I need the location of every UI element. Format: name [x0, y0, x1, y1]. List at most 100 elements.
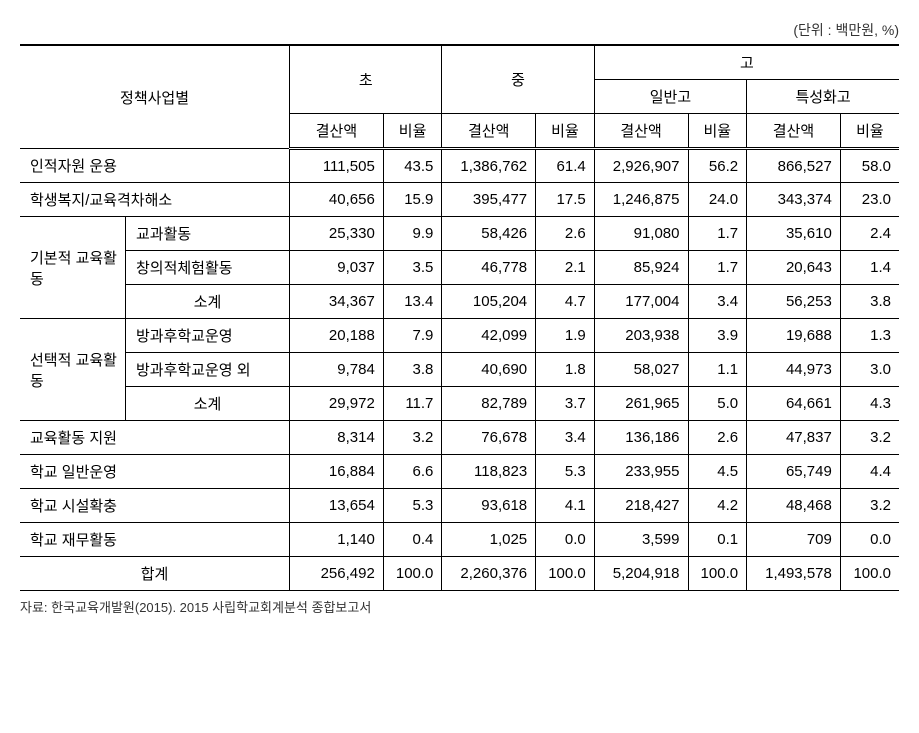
cell-amount: 1,246,875 — [594, 183, 688, 217]
cell-ratio: 5.3 — [536, 455, 595, 489]
cell-amount: 40,690 — [442, 353, 536, 387]
row-label: 인적자원 운용 — [20, 149, 290, 183]
footnote: 자료: 한국교육개발원(2015). 2015 사립학교회계분석 종합보고서 — [20, 597, 899, 616]
row-label: 교과활동 — [125, 217, 289, 251]
cell-amount: 1,493,578 — [747, 557, 841, 591]
cell-amount: 343,374 — [747, 183, 841, 217]
cell-ratio: 100.0 — [383, 557, 442, 591]
header-amount: 결산액 — [442, 114, 536, 149]
cell-amount: 13,654 — [290, 489, 384, 523]
cell-amount: 2,926,907 — [594, 149, 688, 183]
cell-amount: 58,027 — [594, 353, 688, 387]
cell-amount: 9,784 — [290, 353, 384, 387]
cell-ratio: 7.9 — [383, 319, 442, 353]
cell-amount: 9,037 — [290, 251, 384, 285]
cell-amount: 29,972 — [290, 387, 384, 421]
cell-amount: 261,965 — [594, 387, 688, 421]
cell-ratio: 0.4 — [383, 523, 442, 557]
cell-ratio: 4.1 — [536, 489, 595, 523]
cell-ratio: 3.8 — [383, 353, 442, 387]
cell-ratio: 3.5 — [383, 251, 442, 285]
cell-amount: 46,778 — [442, 251, 536, 285]
group-label: 기본적 교육활동 — [20, 217, 125, 319]
budget-table: 정책사업별 초 중 고 일반고 특성화고 결산액 비율 결산액 비율 결산액 비… — [20, 44, 899, 591]
cell-amount: 5,204,918 — [594, 557, 688, 591]
header-elem: 초 — [290, 45, 442, 114]
cell-ratio: 5.3 — [383, 489, 442, 523]
cell-ratio: 17.5 — [536, 183, 595, 217]
header-high-special: 특성화고 — [747, 80, 899, 114]
header-ratio: 비율 — [688, 114, 747, 149]
cell-amount: 34,367 — [290, 285, 384, 319]
table-row: 교육활동 지원 8,314 3.2 76,678 3.4 136,186 2.6… — [20, 421, 899, 455]
header-middle: 중 — [442, 45, 594, 114]
cell-amount: 1,140 — [290, 523, 384, 557]
cell-ratio: 3.2 — [840, 489, 899, 523]
cell-amount: 44,973 — [747, 353, 841, 387]
header-ratio: 비율 — [536, 114, 595, 149]
cell-ratio: 3.4 — [536, 421, 595, 455]
cell-ratio: 4.7 — [536, 285, 595, 319]
cell-ratio: 1.1 — [688, 353, 747, 387]
table-row: 선택적 교육활동 방과후학교운영 20,188 7.9 42,099 1.9 2… — [20, 319, 899, 353]
cell-amount: 111,505 — [290, 149, 384, 183]
cell-ratio: 1.7 — [688, 251, 747, 285]
cell-ratio: 15.9 — [383, 183, 442, 217]
row-label: 방과후학교운영 — [125, 319, 289, 353]
cell-ratio: 3.2 — [383, 421, 442, 455]
header-ratio: 비율 — [383, 114, 442, 149]
cell-amount: 64,661 — [747, 387, 841, 421]
cell-ratio: 13.4 — [383, 285, 442, 319]
cell-amount: 136,186 — [594, 421, 688, 455]
cell-amount: 16,884 — [290, 455, 384, 489]
subtotal-label: 소계 — [125, 387, 289, 421]
cell-amount: 76,678 — [442, 421, 536, 455]
cell-ratio: 100.0 — [688, 557, 747, 591]
table-row: 방과후학교운영 외 9,784 3.8 40,690 1.8 58,027 1.… — [20, 353, 899, 387]
cell-amount: 19,688 — [747, 319, 841, 353]
cell-ratio: 5.0 — [688, 387, 747, 421]
row-label: 학교 재무활동 — [20, 523, 290, 557]
cell-ratio: 1.4 — [840, 251, 899, 285]
cell-amount: 8,314 — [290, 421, 384, 455]
cell-ratio: 2.4 — [840, 217, 899, 251]
cell-ratio: 2.6 — [536, 217, 595, 251]
cell-ratio: 2.6 — [688, 421, 747, 455]
cell-amount: 2,260,376 — [442, 557, 536, 591]
table-row: 인적자원 운용 111,505 43.5 1,386,762 61.4 2,92… — [20, 149, 899, 183]
cell-amount: 56,253 — [747, 285, 841, 319]
cell-ratio: 1.3 — [840, 319, 899, 353]
table-header: 정책사업별 초 중 고 일반고 특성화고 결산액 비율 결산액 비율 결산액 비… — [20, 45, 899, 149]
cell-ratio: 0.0 — [840, 523, 899, 557]
cell-amount: 1,025 — [442, 523, 536, 557]
cell-ratio: 56.2 — [688, 149, 747, 183]
row-label: 교육활동 지원 — [20, 421, 290, 455]
table-row: 창의적체험활동 9,037 3.5 46,778 2.1 85,924 1.7 … — [20, 251, 899, 285]
subtotal-label: 소계 — [125, 285, 289, 319]
row-label: 창의적체험활동 — [125, 251, 289, 285]
cell-amount: 118,823 — [442, 455, 536, 489]
row-label: 학생복지/교육격차해소 — [20, 183, 290, 217]
cell-amount: 866,527 — [747, 149, 841, 183]
cell-amount: 65,749 — [747, 455, 841, 489]
cell-amount: 93,618 — [442, 489, 536, 523]
table-row: 학생복지/교육격차해소 40,656 15.9 395,477 17.5 1,2… — [20, 183, 899, 217]
unit-label: (단위 : 백만원, %) — [20, 20, 899, 40]
cell-ratio: 0.1 — [688, 523, 747, 557]
cell-ratio: 3.7 — [536, 387, 595, 421]
table-row: 학교 시설확충 13,654 5.3 93,618 4.1 218,427 4.… — [20, 489, 899, 523]
cell-amount: 233,955 — [594, 455, 688, 489]
cell-ratio: 3.4 — [688, 285, 747, 319]
cell-ratio: 24.0 — [688, 183, 747, 217]
cell-ratio: 61.4 — [536, 149, 595, 183]
row-label: 방과후학교운영 외 — [125, 353, 289, 387]
cell-amount: 42,099 — [442, 319, 536, 353]
cell-amount: 25,330 — [290, 217, 384, 251]
header-amount: 결산액 — [594, 114, 688, 149]
cell-amount: 1,386,762 — [442, 149, 536, 183]
cell-ratio: 4.4 — [840, 455, 899, 489]
table-row: 학교 일반운영 16,884 6.6 118,823 5.3 233,955 4… — [20, 455, 899, 489]
cell-ratio: 2.1 — [536, 251, 595, 285]
cell-amount: 256,492 — [290, 557, 384, 591]
cell-ratio: 4.5 — [688, 455, 747, 489]
